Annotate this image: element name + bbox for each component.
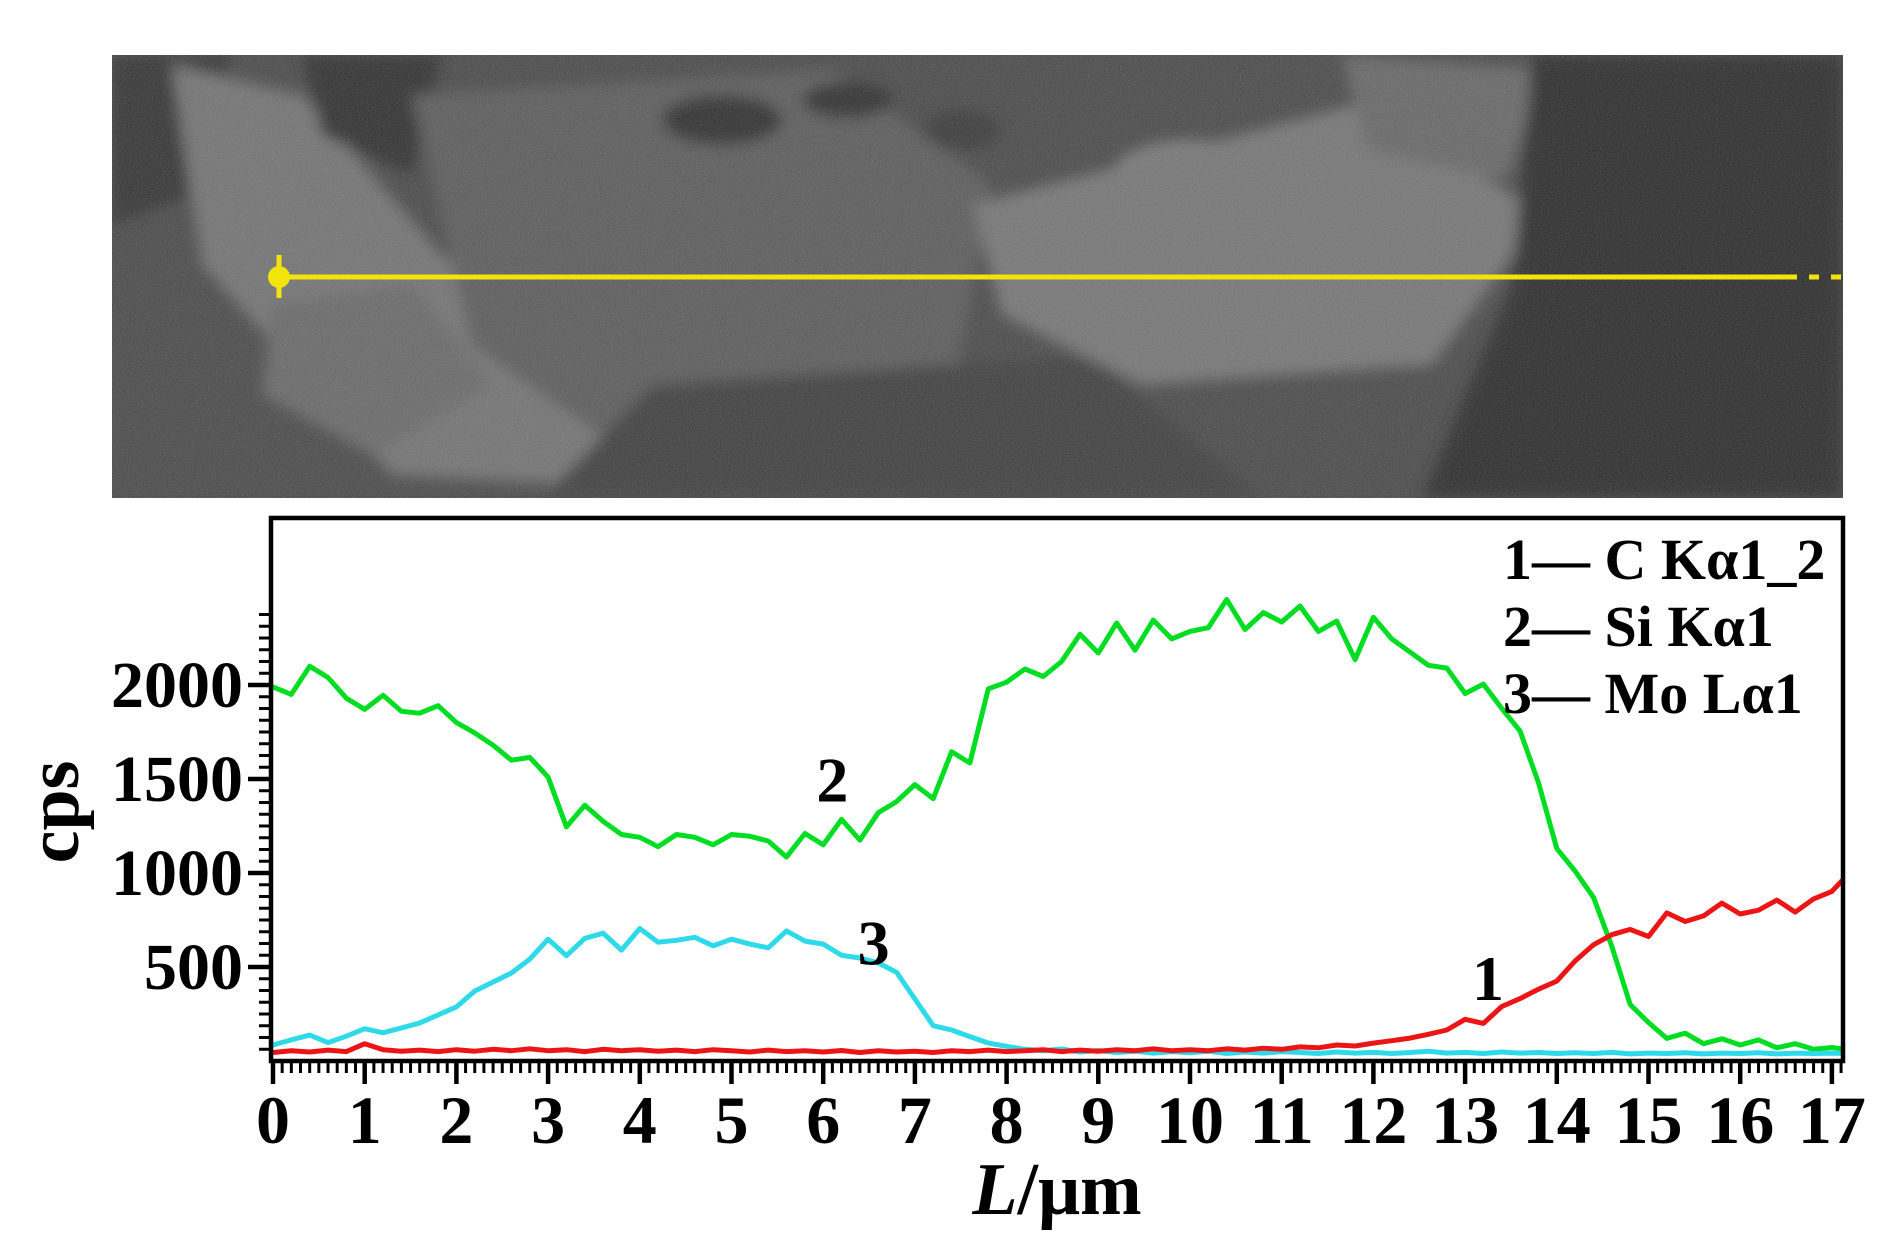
x-tick-label: 9 — [1081, 1082, 1115, 1158]
legend-item-mo: 3— Mo Lα1 — [1503, 661, 1803, 726]
y-tick-label: 500 — [144, 931, 243, 1004]
x-tick-label: 15 — [1615, 1082, 1683, 1158]
x-tick-label: 5 — [715, 1082, 749, 1158]
y-axis-title: cps — [13, 760, 95, 864]
x-tick-label: 12 — [1339, 1082, 1407, 1158]
x-tick-label: 11 — [1250, 1082, 1314, 1158]
curve-annotation-3: 3 — [858, 907, 890, 978]
legend-item-si: 2— Si Kα1 — [1503, 594, 1774, 659]
x-tick-label: 2 — [439, 1082, 473, 1158]
series-line-c-ka1-2 — [271, 876, 1843, 1055]
x-tick-label: 6 — [806, 1082, 840, 1158]
x-axis-title: L/μm — [271, 1148, 1843, 1233]
x-tick-label: 7 — [898, 1082, 932, 1158]
x-tick-label: 17 — [1798, 1082, 1866, 1158]
x-tick-label: 3 — [531, 1082, 565, 1158]
x-axis-variable: L — [972, 1149, 1018, 1231]
line-scan-marker — [268, 255, 1841, 298]
chart-legend: 1— C Kα1_2 2— Si Kα1 3— Mo Lα1 — [1503, 526, 1825, 727]
series-line-mo-la1 — [271, 926, 1843, 1057]
x-tick-label: 13 — [1431, 1082, 1499, 1158]
curve-annotation-2: 2 — [816, 744, 848, 815]
x-tick-label: 4 — [623, 1082, 657, 1158]
series-line-si-ka1 — [271, 597, 1843, 1052]
y-tick-label: 2000 — [111, 649, 243, 722]
curves — [271, 597, 1843, 1057]
y-tick-label: 1000 — [111, 837, 243, 910]
sem-image — [112, 55, 1843, 498]
y-tick-label: 1500 — [111, 743, 243, 816]
x-tick-label: 0 — [256, 1082, 290, 1158]
legend-item-c: 1— C Kα1_2 — [1503, 527, 1826, 592]
x-axis-unit: /μm — [1017, 1149, 1142, 1231]
x-tick-label: 10 — [1156, 1082, 1224, 1158]
x-tick-label: 8 — [990, 1082, 1024, 1158]
curve-annotation-1: 1 — [1472, 943, 1504, 1014]
scan-start-dot — [268, 266, 290, 288]
axis-ticks — [248, 613, 1843, 1084]
sem-micrograph — [112, 55, 1843, 498]
x-tick-label: 14 — [1523, 1082, 1591, 1158]
x-tick-label: 16 — [1706, 1082, 1774, 1158]
x-tick-label: 1 — [348, 1082, 382, 1158]
